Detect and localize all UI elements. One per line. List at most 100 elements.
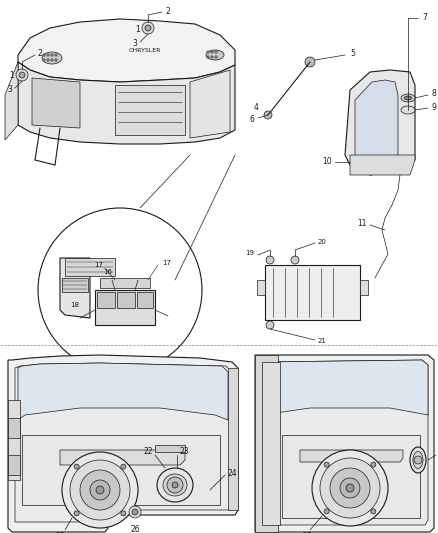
Polygon shape	[18, 363, 228, 420]
Text: 17: 17	[162, 260, 171, 266]
Circle shape	[324, 462, 329, 467]
Circle shape	[38, 208, 202, 372]
Text: 27: 27	[302, 532, 312, 533]
Polygon shape	[97, 292, 115, 308]
Circle shape	[51, 59, 53, 61]
Circle shape	[74, 464, 79, 469]
Ellipse shape	[163, 474, 187, 496]
Ellipse shape	[413, 451, 423, 469]
Text: 21: 21	[318, 338, 327, 344]
Polygon shape	[300, 450, 403, 462]
Circle shape	[55, 59, 57, 61]
Text: 17: 17	[94, 262, 103, 268]
Circle shape	[47, 59, 49, 61]
Circle shape	[121, 464, 126, 469]
Circle shape	[145, 25, 151, 31]
Polygon shape	[228, 368, 238, 510]
Circle shape	[414, 456, 422, 464]
Text: 8: 8	[432, 90, 437, 99]
Circle shape	[132, 509, 138, 515]
Text: 4: 4	[253, 103, 258, 112]
Polygon shape	[155, 445, 185, 452]
Circle shape	[264, 111, 272, 119]
Text: 19: 19	[245, 250, 254, 256]
Text: 20: 20	[318, 239, 327, 245]
Text: 7: 7	[422, 13, 427, 22]
Text: CHRYSLER: CHRYSLER	[129, 47, 161, 52]
Circle shape	[43, 54, 45, 56]
Circle shape	[167, 477, 183, 493]
Text: 10: 10	[322, 157, 332, 166]
Text: 2: 2	[38, 49, 43, 58]
Polygon shape	[345, 70, 415, 175]
Polygon shape	[117, 292, 135, 308]
Polygon shape	[18, 62, 235, 144]
Circle shape	[62, 452, 138, 528]
Text: 9: 9	[432, 102, 437, 111]
Circle shape	[51, 54, 53, 56]
Polygon shape	[60, 450, 185, 465]
Circle shape	[129, 506, 141, 518]
Polygon shape	[8, 400, 20, 480]
Polygon shape	[255, 355, 278, 532]
Circle shape	[211, 51, 213, 53]
Bar	[8, 455, 20, 475]
Circle shape	[312, 450, 388, 526]
Polygon shape	[95, 290, 155, 325]
Polygon shape	[350, 155, 415, 175]
Circle shape	[215, 56, 217, 58]
Polygon shape	[262, 362, 280, 525]
Circle shape	[340, 478, 360, 498]
Circle shape	[330, 468, 370, 508]
Circle shape	[43, 59, 45, 61]
Circle shape	[19, 72, 25, 78]
Polygon shape	[255, 355, 434, 532]
Circle shape	[346, 484, 354, 492]
Ellipse shape	[401, 94, 415, 102]
Polygon shape	[65, 258, 115, 276]
Polygon shape	[257, 280, 265, 295]
Text: 26: 26	[130, 525, 140, 533]
Polygon shape	[190, 70, 230, 138]
Circle shape	[142, 22, 154, 34]
Polygon shape	[262, 360, 428, 525]
Circle shape	[371, 509, 376, 514]
Polygon shape	[15, 363, 232, 522]
Polygon shape	[32, 78, 80, 128]
Polygon shape	[22, 435, 220, 505]
Polygon shape	[60, 258, 90, 318]
Text: 18: 18	[71, 302, 80, 308]
Circle shape	[70, 460, 130, 520]
Ellipse shape	[206, 50, 224, 60]
Bar	[265, 265, 360, 320]
Ellipse shape	[42, 52, 62, 64]
Circle shape	[55, 54, 57, 56]
Circle shape	[211, 56, 213, 58]
Circle shape	[320, 458, 380, 518]
Circle shape	[74, 511, 79, 516]
Circle shape	[266, 256, 274, 264]
Polygon shape	[360, 280, 368, 295]
Text: 1: 1	[9, 71, 14, 80]
Circle shape	[96, 486, 104, 494]
Circle shape	[47, 54, 49, 56]
Text: 11: 11	[357, 220, 367, 229]
Polygon shape	[262, 360, 428, 415]
Circle shape	[80, 470, 120, 510]
Polygon shape	[137, 292, 153, 308]
Text: 1: 1	[135, 25, 140, 34]
Text: 6: 6	[249, 115, 254, 124]
Ellipse shape	[405, 96, 411, 100]
Text: 22: 22	[144, 448, 153, 456]
Circle shape	[266, 321, 274, 329]
Circle shape	[291, 256, 299, 264]
Text: 5: 5	[350, 50, 355, 59]
Polygon shape	[115, 85, 185, 135]
Circle shape	[324, 509, 329, 514]
Polygon shape	[282, 435, 420, 518]
Text: 24: 24	[228, 470, 238, 479]
Polygon shape	[355, 80, 398, 162]
Circle shape	[215, 51, 217, 53]
Polygon shape	[5, 62, 18, 140]
Text: 16: 16	[103, 269, 113, 275]
